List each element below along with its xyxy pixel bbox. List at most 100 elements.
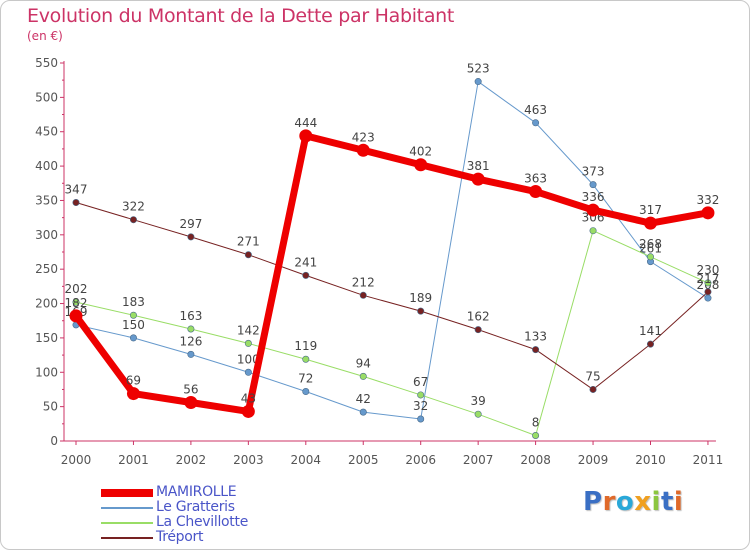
data-point	[356, 143, 370, 157]
y-tick-label: 200	[35, 297, 58, 311]
x-tick-label: 2001	[118, 453, 149, 467]
data-label: 381	[467, 159, 490, 173]
y-tick-label: 100	[35, 365, 58, 379]
data-label: 241	[294, 255, 317, 269]
y-tick-label: 450	[35, 125, 58, 139]
data-label: 202	[65, 282, 88, 296]
data-point	[359, 408, 367, 416]
x-tick-label: 2010	[635, 453, 666, 467]
data-label: 133	[524, 330, 547, 344]
x-tick-label: 2007	[463, 453, 494, 467]
chart-title: Evolution du Montant de la Dette par Hab…	[27, 5, 455, 27]
data-point	[471, 172, 485, 186]
legend-swatch	[101, 537, 153, 539]
data-label: 189	[409, 291, 432, 305]
data-point	[302, 355, 310, 363]
data-label: 163	[179, 309, 202, 323]
data-label: 322	[122, 200, 145, 214]
data-label: 100	[237, 352, 260, 366]
series-line	[75, 81, 709, 420]
data-label: 336	[582, 190, 605, 204]
legend-label: Le Gratteris	[156, 499, 235, 515]
data-point	[187, 350, 195, 358]
data-point	[359, 291, 367, 299]
x-tick-label: 2002	[176, 453, 207, 467]
x-tick-label: 2006	[405, 453, 436, 467]
x-tick-label: 2011	[693, 453, 724, 467]
data-point	[529, 185, 543, 199]
data-label: 230	[696, 263, 719, 277]
data-point	[69, 309, 83, 323]
data-point	[589, 385, 597, 393]
y-tick-label: 0	[50, 434, 58, 448]
data-point	[532, 346, 540, 354]
data-label: 75	[585, 369, 600, 383]
data-label: 32	[413, 399, 428, 413]
y-tick-label: 300	[35, 228, 58, 242]
data-label: 523	[467, 62, 490, 76]
legend-swatch	[101, 507, 153, 509]
x-tick-label: 2005	[348, 453, 379, 467]
data-label: 268	[639, 237, 662, 251]
data-label: 261	[639, 242, 662, 256]
data-point	[414, 158, 428, 172]
series-line	[75, 202, 709, 390]
x-tick-label: 2004	[291, 453, 322, 467]
brand-letter: x	[634, 487, 652, 517]
brand-letter: i	[651, 487, 661, 517]
data-point	[359, 372, 367, 380]
data-label: 217	[696, 272, 719, 286]
data-point	[474, 326, 482, 334]
data-label: 332	[696, 193, 719, 207]
data-point	[704, 288, 712, 296]
data-point	[646, 340, 654, 348]
brand-letter: o	[615, 487, 635, 517]
data-point	[532, 432, 540, 440]
data-point	[244, 368, 252, 376]
data-label: 271	[237, 235, 260, 249]
data-point	[417, 307, 425, 315]
data-point	[417, 415, 425, 423]
x-tick-label: 2000	[61, 453, 92, 467]
series-line	[72, 132, 712, 415]
data-label: 463	[524, 103, 547, 117]
data-label: 297	[179, 217, 202, 231]
series-line	[75, 230, 709, 437]
brand-letter: P	[583, 487, 603, 517]
data-point	[586, 203, 600, 217]
x-tick-label: 2003	[233, 453, 264, 467]
brand-letter: i	[673, 487, 684, 517]
data-label: 444	[294, 116, 317, 130]
data-point	[126, 387, 140, 401]
x-tick-label: 2009	[578, 453, 609, 467]
data-label: 39	[471, 394, 486, 408]
y-tick-label: 400	[35, 159, 58, 173]
data-point	[646, 253, 654, 261]
legend-swatch	[101, 522, 153, 524]
data-point	[589, 181, 597, 189]
data-label: 363	[524, 172, 547, 186]
legend-label: La Chevillotte	[156, 514, 249, 530]
data-label: 8	[532, 416, 540, 430]
chart-subtitle: (en €)	[27, 29, 63, 43]
data-point	[129, 216, 137, 224]
legend-swatch	[101, 489, 153, 497]
data-point	[302, 271, 310, 279]
data-point	[72, 298, 80, 306]
data-label: 56	[183, 383, 198, 397]
legend-label: Tréport	[156, 529, 204, 545]
data-label: 183	[122, 295, 145, 309]
data-label: 141	[639, 324, 662, 338]
data-label: 69	[126, 374, 141, 388]
data-label: 402	[409, 145, 432, 159]
data-point	[589, 227, 597, 235]
data-label: 126	[179, 334, 202, 348]
legend-label: MAMIROLLE	[156, 484, 237, 500]
y-tick-label: 150	[35, 331, 58, 345]
data-point	[644, 216, 657, 230]
data-point	[244, 339, 252, 347]
data-label: 347	[65, 183, 88, 197]
data-point	[129, 311, 137, 319]
data-point	[474, 78, 482, 86]
